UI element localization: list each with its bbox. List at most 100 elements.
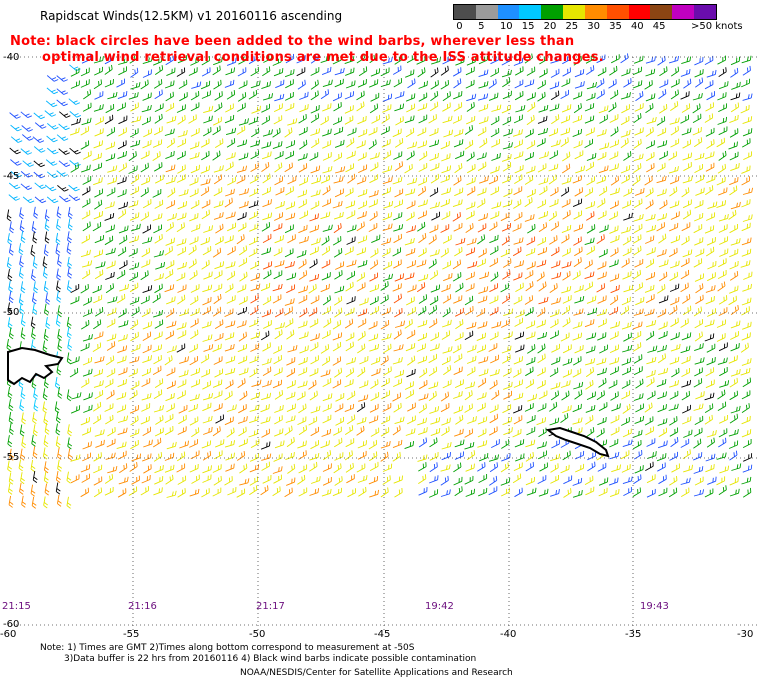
wind-barb — [488, 454, 500, 462]
wind-barb — [608, 79, 617, 89]
wind-barb — [670, 317, 679, 328]
wind-barb — [683, 161, 692, 172]
wind-barb — [56, 170, 68, 177]
wind-barb — [501, 69, 512, 78]
wind-barb — [645, 93, 656, 102]
wind-barb — [130, 82, 141, 90]
wind-barb — [394, 369, 405, 378]
wind-barb — [392, 439, 403, 449]
wind-barb — [272, 486, 281, 497]
wind-barb — [67, 448, 73, 461]
wind-barb — [694, 212, 704, 222]
wind-barb — [584, 115, 595, 124]
wind-barb — [297, 320, 308, 329]
wind-barb — [740, 342, 749, 353]
wind-barb — [704, 488, 714, 498]
wind-barb — [57, 185, 69, 192]
wind-barb — [274, 235, 284, 244]
wind-barb — [477, 126, 487, 137]
wind-barb — [285, 102, 295, 112]
wind-barb — [405, 247, 416, 256]
wind-barb — [429, 452, 439, 461]
wind-barb — [344, 379, 354, 388]
wind-barb — [550, 453, 561, 462]
wind-barb — [357, 343, 366, 354]
wind-barb — [346, 474, 355, 484]
wind-barb — [466, 177, 476, 186]
wind-barb — [45, 159, 58, 166]
wind-barb — [610, 321, 620, 329]
wind-barb — [381, 307, 391, 316]
wind-barb — [560, 89, 569, 99]
wind-barb — [527, 223, 536, 234]
wind-barb — [9, 147, 21, 155]
wind-barb — [705, 285, 716, 293]
wind-barb — [82, 334, 93, 342]
wind-barb — [320, 344, 330, 354]
wind-barb — [298, 464, 308, 474]
wind-barb — [575, 463, 585, 473]
wind-barb — [440, 402, 450, 413]
wind-barb — [298, 126, 308, 136]
wind-barb — [153, 355, 162, 365]
wind-barb — [321, 259, 331, 269]
wind-barb — [694, 343, 704, 352]
wind-barb — [549, 235, 558, 245]
wind-barb — [8, 291, 14, 304]
wind-barb — [645, 68, 656, 77]
wind-barb — [382, 150, 392, 160]
wind-barb — [189, 488, 200, 497]
wind-barb — [393, 78, 403, 88]
wind-barb — [286, 403, 296, 413]
wind-barb — [512, 129, 523, 137]
wind-barb — [742, 439, 752, 449]
wind-barb — [572, 356, 582, 366]
wind-barb — [32, 136, 45, 143]
wind-barb — [22, 160, 34, 167]
wind-barb — [680, 345, 691, 354]
wind-barb — [466, 57, 477, 66]
wind-barb — [201, 320, 212, 329]
wind-barb — [333, 248, 343, 258]
wind-barb — [322, 166, 333, 174]
wind-barb — [287, 118, 298, 126]
wind-barb — [718, 437, 727, 448]
wind-barb — [190, 102, 200, 112]
wind-barb — [682, 294, 691, 304]
wind-barb — [7, 386, 13, 399]
wind-barb — [334, 188, 344, 198]
wind-barb — [238, 438, 248, 448]
wind-barb — [561, 305, 571, 316]
wind-barb — [585, 161, 595, 172]
wind-barb — [611, 464, 621, 473]
wind-barb — [694, 152, 705, 161]
wind-barb — [261, 309, 272, 318]
wind-barb — [261, 161, 270, 172]
wind-barb — [658, 487, 668, 497]
wind-barb — [645, 258, 655, 269]
wind-barb — [562, 67, 571, 77]
wind-barb — [574, 389, 583, 400]
wind-barb — [681, 103, 691, 113]
wind-barb — [417, 103, 428, 112]
wind-barb — [609, 331, 619, 340]
wind-barb — [645, 103, 654, 114]
wind-barb — [190, 199, 200, 210]
wind-barb — [94, 199, 103, 210]
wind-barb — [671, 367, 680, 378]
wind-barb — [334, 139, 345, 148]
wind-barb — [501, 56, 511, 66]
wind-barb — [381, 333, 392, 341]
wind-barb — [488, 92, 499, 101]
wind-barb — [93, 177, 103, 186]
wind-barb — [177, 294, 186, 305]
wind-barb — [693, 452, 703, 461]
wind-barb — [250, 273, 261, 282]
wind-barb — [405, 188, 416, 196]
wind-barb — [227, 486, 237, 496]
wind-barb — [370, 427, 380, 437]
wind-barb — [429, 295, 439, 306]
wind-barb — [513, 237, 524, 245]
wind-barb — [550, 90, 560, 101]
wind-barb — [669, 176, 680, 185]
